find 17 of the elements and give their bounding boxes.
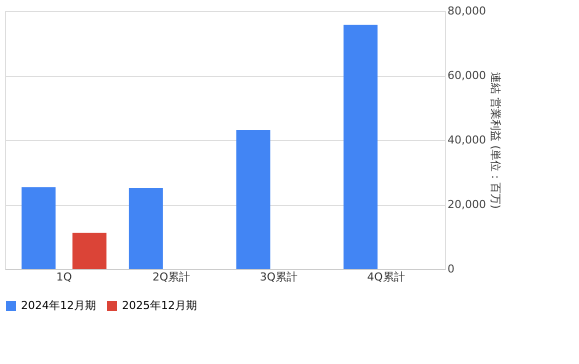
legend-label: 2024年12月期 — [21, 299, 96, 312]
bar — [344, 24, 378, 269]
y-tick-label: 20,000 — [448, 198, 486, 211]
x-tick-label: 3Q累計 — [260, 270, 298, 284]
bar — [128, 188, 163, 269]
x-tick-label: 2Q累計 — [152, 270, 190, 284]
y-tick-label: 40,000 — [448, 134, 486, 146]
bar — [22, 187, 56, 269]
x-tick-label: 4Q累計 — [367, 270, 405, 284]
bar — [236, 130, 270, 269]
x-tick-label: 1Q — [56, 270, 72, 284]
legend-label: 2025年12月期 — [122, 299, 197, 312]
bar — [72, 232, 106, 269]
y-tick-label: 0 — [448, 262, 454, 276]
y-axis-title: 連結 営業利益 (単位：百万) — [488, 72, 502, 209]
y-tick-label: 60,000 — [448, 69, 486, 82]
y-tick-label: 80,000 — [448, 4, 486, 18]
